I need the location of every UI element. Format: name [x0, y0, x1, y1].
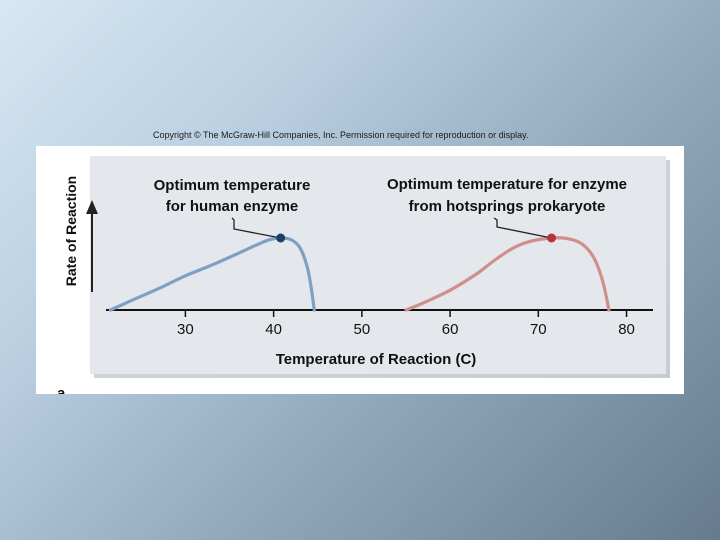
prokaryote-leader-line: [493, 217, 552, 239]
human-curve: [108, 236, 316, 312]
x-tick-label-40: 40: [265, 321, 282, 338]
x-tick-label-60: 60: [442, 321, 459, 338]
curves-layer: [108, 236, 611, 312]
prokaryote-annotation: Optimum temperature for enzyme from hotsp…: [387, 176, 627, 215]
prokaryote-curve: [404, 236, 611, 312]
human-leader-line: [231, 217, 281, 239]
y-axis-arrow: [86, 200, 98, 292]
prokaryote-optimum-point: [547, 233, 557, 243]
x-axis-label: Temperature of Reaction (C): [276, 351, 477, 368]
y-axis-label: Rate of Reaction: [63, 176, 79, 286]
figure-panel: 30 40 50 60 70 80 Optimum temperature for huma…: [36, 146, 684, 394]
human-annotation: Optimum temperature for human enzyme: [154, 177, 311, 215]
copyright-notice: Copyright © The McGraw-Hill Companies, I…: [153, 130, 529, 140]
enzyme-rate-chart: 30 40 50 60 70 80 Optimum temperature for huma…: [57, 156, 670, 394]
x-tick-label-80: 80: [618, 321, 635, 338]
plot-area: [90, 156, 666, 374]
x-tick-label-50: 50: [354, 321, 371, 338]
x-axis-ticks: 30 40 50 60 70 80: [177, 310, 635, 338]
x-tick-label-70: 70: [530, 321, 547, 338]
human-optimum-point: [276, 233, 286, 243]
annotations-layer: Optimum temperature for human enzyme Optim…: [154, 176, 627, 243]
x-tick-label-30: 30: [177, 321, 194, 338]
panel-label: a.: [57, 385, 70, 394]
